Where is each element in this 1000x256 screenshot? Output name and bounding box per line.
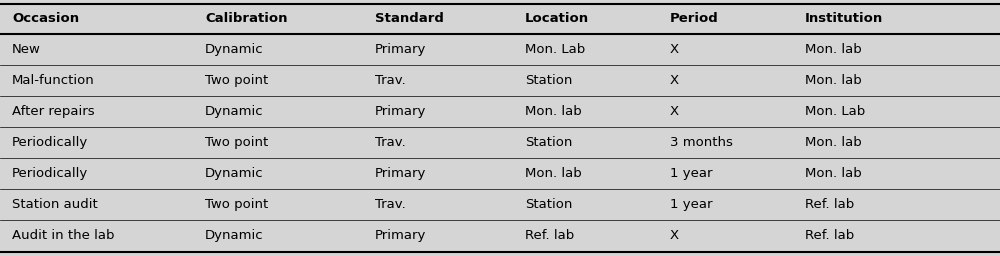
Text: Trav.: Trav.: [375, 198, 406, 211]
Text: Location: Location: [525, 13, 589, 26]
Text: Institution: Institution: [805, 13, 883, 26]
Text: Trav.: Trav.: [375, 136, 406, 149]
Text: Two point: Two point: [205, 198, 268, 211]
Text: X: X: [670, 229, 679, 242]
Text: Dynamic: Dynamic: [205, 167, 264, 180]
Text: Dynamic: Dynamic: [205, 229, 264, 242]
Text: Audit in the lab: Audit in the lab: [12, 229, 114, 242]
Text: Standard: Standard: [375, 13, 444, 26]
Text: X: X: [670, 43, 679, 56]
Text: Trav.: Trav.: [375, 74, 406, 87]
Text: Periodically: Periodically: [12, 136, 88, 149]
Text: Primary: Primary: [375, 105, 426, 118]
Text: Mon. Lab: Mon. Lab: [805, 105, 865, 118]
Text: New: New: [12, 43, 41, 56]
Text: Mon. Lab: Mon. Lab: [525, 43, 585, 56]
Text: Mon. lab: Mon. lab: [805, 43, 862, 56]
Text: Mon. lab: Mon. lab: [805, 74, 862, 87]
Text: 3 months: 3 months: [670, 136, 733, 149]
Text: Occasion: Occasion: [12, 13, 79, 26]
Text: Mon. lab: Mon. lab: [805, 136, 862, 149]
Text: Mal-function: Mal-function: [12, 74, 95, 87]
Text: Mon. lab: Mon. lab: [525, 167, 582, 180]
Text: Calibration: Calibration: [205, 13, 288, 26]
Text: Primary: Primary: [375, 167, 426, 180]
Text: Periodically: Periodically: [12, 167, 88, 180]
Text: Ref. lab: Ref. lab: [805, 198, 854, 211]
Text: Station: Station: [525, 198, 572, 211]
Text: Mon. lab: Mon. lab: [525, 105, 582, 118]
Text: Ref. lab: Ref. lab: [525, 229, 574, 242]
Text: X: X: [670, 105, 679, 118]
Text: Period: Period: [670, 13, 719, 26]
Text: Ref. lab: Ref. lab: [805, 229, 854, 242]
Text: Station: Station: [525, 74, 572, 87]
Text: Dynamic: Dynamic: [205, 43, 264, 56]
Text: Primary: Primary: [375, 43, 426, 56]
Text: Station: Station: [525, 136, 572, 149]
Text: 1 year: 1 year: [670, 167, 712, 180]
Text: 1 year: 1 year: [670, 198, 712, 211]
Text: X: X: [670, 74, 679, 87]
Text: Two point: Two point: [205, 136, 268, 149]
Text: Mon. lab: Mon. lab: [805, 167, 862, 180]
Text: Two point: Two point: [205, 74, 268, 87]
Text: After repairs: After repairs: [12, 105, 95, 118]
Text: Dynamic: Dynamic: [205, 105, 264, 118]
Text: Primary: Primary: [375, 229, 426, 242]
Text: Station audit: Station audit: [12, 198, 98, 211]
